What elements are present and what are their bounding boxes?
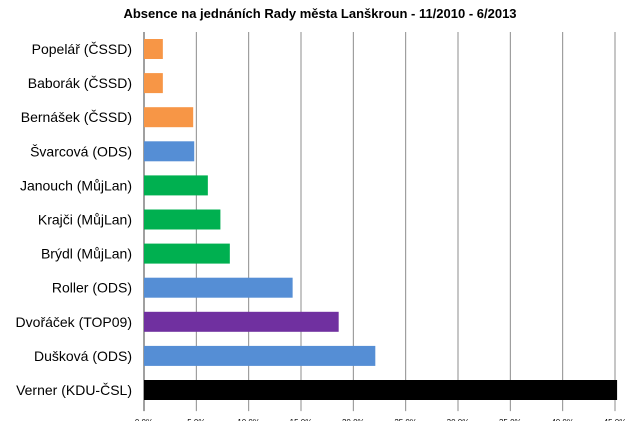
bar	[144, 39, 163, 59]
x-tick-label: 30,0%	[447, 418, 470, 421]
category-label: Dvořáček (TOP09)	[16, 314, 132, 330]
bar	[144, 209, 221, 230]
bar	[144, 380, 618, 400]
x-tick-label: 35,0%	[499, 418, 522, 421]
category-labels: Popelář (ČSSD) Baborák (ČSSD) Bernášek (ČS…	[16, 41, 132, 398]
x-tick-labels: 0,0% 5,0% 10,0% 15,0% 20,0% 25,0% 30,0% 35,0% 40…	[135, 418, 626, 421]
x-tick-label: 20,0%	[342, 418, 365, 421]
bar	[144, 107, 194, 128]
bar	[144, 277, 293, 298]
x-tick-label: 40,0%	[551, 418, 574, 421]
category-label: Verner (KDU-ČSL)	[16, 382, 132, 398]
bar	[144, 175, 208, 196]
x-tick-label: 45,0%	[604, 418, 627, 421]
category-label: Janouch (MůjLan)	[20, 177, 132, 193]
x-tick-label: 5,0%	[187, 418, 205, 421]
bar	[144, 311, 339, 332]
bar	[144, 243, 230, 264]
x-tick-label: 15,0%	[290, 418, 313, 421]
x-tick-label: 10,0%	[237, 418, 260, 421]
category-label: Švarcová (ODS)	[30, 143, 132, 159]
bar	[144, 345, 376, 366]
category-label: Brýdl (MůjLan)	[41, 246, 132, 262]
category-label: Krajči (MůjLan)	[38, 212, 132, 228]
category-label: Dušková (ODS)	[34, 348, 132, 364]
category-label: Roller (ODS)	[52, 280, 132, 296]
x-tick-label: 0,0%	[135, 418, 153, 421]
category-label: Popelář (ČSSD)	[32, 41, 132, 57]
bar	[144, 141, 195, 162]
bars	[144, 39, 618, 400]
category-label: Bernášek (ČSSD)	[21, 109, 132, 125]
x-tick-label: 25,0%	[394, 418, 417, 421]
category-label: Baborák (ČSSD)	[28, 75, 132, 91]
bar	[144, 73, 163, 94]
chart-title: Absence na jednáních Rady města Lanškrou…	[123, 6, 517, 21]
